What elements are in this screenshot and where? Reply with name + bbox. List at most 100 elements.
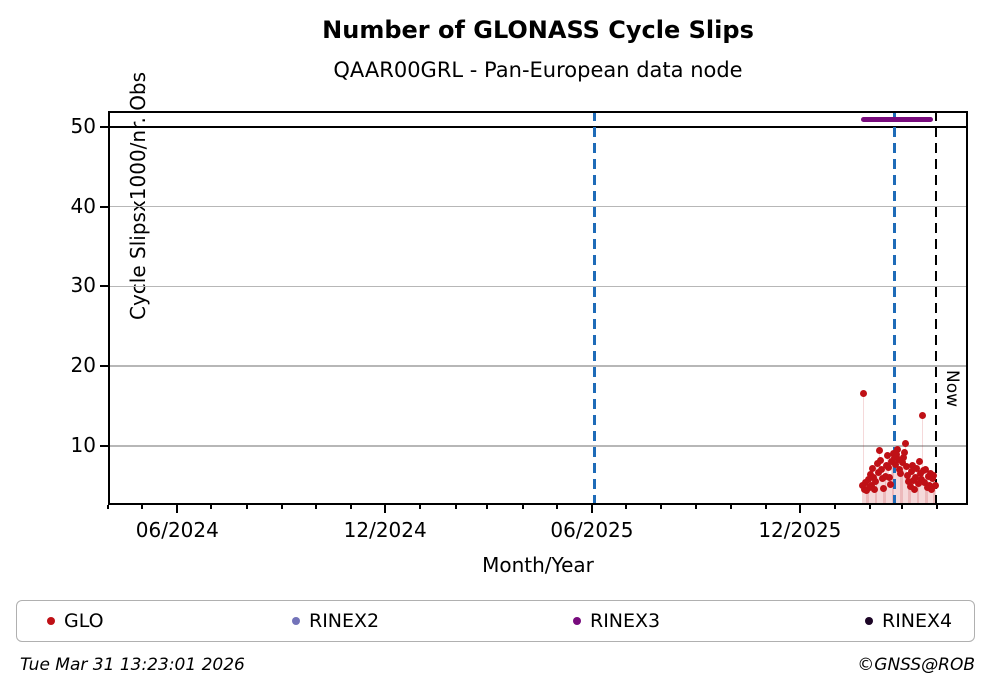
y-tick-label: 20 (70, 353, 96, 378)
x-minor-tick (660, 505, 663, 509)
glo-point (914, 479, 922, 487)
glo-point-stem (909, 486, 911, 505)
glo-point (887, 480, 895, 488)
glo-point (891, 460, 899, 468)
cap-line (108, 125, 968, 128)
glo-point-stem (912, 480, 915, 505)
glo-point (871, 486, 879, 494)
glo-point-stem (868, 487, 870, 505)
x-minor-tick (419, 505, 422, 509)
now-label: Now (942, 370, 963, 408)
glo-point-stem (919, 473, 922, 505)
legend-item-rinex4: RINEX4 (865, 601, 952, 640)
glo-point-stem (875, 481, 877, 505)
glo-point-stem (882, 478, 884, 505)
glo-point-stem (934, 485, 936, 505)
glo-point (916, 470, 924, 478)
glo-point (878, 466, 886, 474)
glo-point (886, 473, 894, 481)
y-tick (100, 365, 108, 368)
glo-point (930, 471, 938, 479)
glo-point (911, 485, 919, 493)
glo-point (898, 459, 906, 467)
glo-point-stem (908, 481, 910, 505)
y-tick-label: 50 (70, 113, 96, 138)
rinex3-marker-icon (573, 616, 581, 625)
glo-point-stem (883, 488, 885, 505)
glo-point (906, 483, 914, 491)
glo-point (869, 464, 877, 472)
legend-label-rinex4: RINEX4 (882, 609, 953, 632)
x-minor-tick (869, 505, 872, 509)
glo-point (904, 471, 912, 479)
glo-point-stem (862, 393, 865, 505)
x-axis-label: Month/Year (482, 553, 594, 577)
glo-point-stem (877, 472, 879, 505)
x-minor-tick (901, 505, 904, 509)
timestamp: Tue Mar 31 13:23:01 2026 (20, 655, 245, 675)
x-minor-tick (314, 505, 317, 509)
plot-area (108, 111, 968, 505)
glo-point-stem (902, 457, 904, 505)
glo-point (905, 478, 913, 486)
x-minor-tick (555, 505, 558, 509)
x-tick-label: 06/2024 (135, 518, 219, 542)
legend: GLO RINEX2 RINEX3 RINEX4 (16, 600, 975, 642)
legend-item-rinex3: RINEX3 (573, 601, 660, 640)
reference-line (892, 111, 896, 505)
glo-point (894, 445, 902, 453)
y-gridline (108, 285, 968, 288)
glo-point (900, 448, 908, 456)
glo-point (881, 472, 889, 480)
y-tick-label: 10 (70, 432, 96, 457)
x-minor-tick (141, 505, 144, 509)
y-tick-label: 40 (70, 193, 96, 218)
y-gridline (108, 205, 968, 208)
glo-point (922, 466, 930, 474)
glo-point-stem (913, 489, 916, 505)
glo-point (928, 486, 936, 494)
x-tick-label: 12/2025 (758, 518, 842, 542)
glo-point (863, 487, 871, 495)
glo-point-stem (866, 490, 868, 505)
x-minor-tick (625, 505, 628, 509)
glo-point (883, 452, 891, 460)
glo-point (902, 440, 910, 448)
x-minor-tick (210, 505, 213, 509)
x-tick-label: 06/2025 (550, 518, 634, 542)
glo-point (872, 477, 880, 485)
x-minor-tick (107, 505, 109, 509)
glo-point-stem (895, 454, 898, 505)
x-tick-label: 12/2024 (343, 518, 427, 542)
x-minor-tick (486, 505, 489, 509)
glo-point (867, 481, 875, 489)
glo-point-stem (899, 469, 901, 505)
glo-point-stem (930, 489, 933, 505)
x-minor-tick (521, 505, 524, 509)
glo-marker-icon (47, 616, 55, 625)
glo-point (873, 460, 881, 468)
x-minor-tick (834, 505, 837, 509)
rinex4-marker-icon (865, 616, 873, 625)
legend-item-glo: GLO (47, 601, 104, 640)
y-tick (100, 444, 108, 447)
glo-point (890, 454, 898, 462)
x-major-tick (798, 505, 801, 513)
glo-point-stem (870, 485, 873, 505)
legend-label-rinex2: RINEX2 (309, 609, 380, 632)
x-minor-tick (454, 505, 457, 509)
glo-point-stem (900, 473, 902, 505)
glo-point-stem (888, 477, 891, 505)
x-major-tick (590, 505, 593, 513)
x-major-tick (176, 505, 179, 513)
chart-subtitle: QAAR00GRL - Pan-European data node (333, 58, 743, 82)
glo-point-stem (861, 485, 864, 505)
glo-point-stem (879, 460, 882, 505)
x-minor-tick (764, 505, 767, 509)
glo-point (899, 453, 907, 461)
glo-point (884, 464, 892, 471)
glo-point (921, 479, 929, 487)
glo-point (915, 457, 923, 465)
rinex3-bar (861, 117, 933, 123)
y-gridline (108, 365, 968, 367)
